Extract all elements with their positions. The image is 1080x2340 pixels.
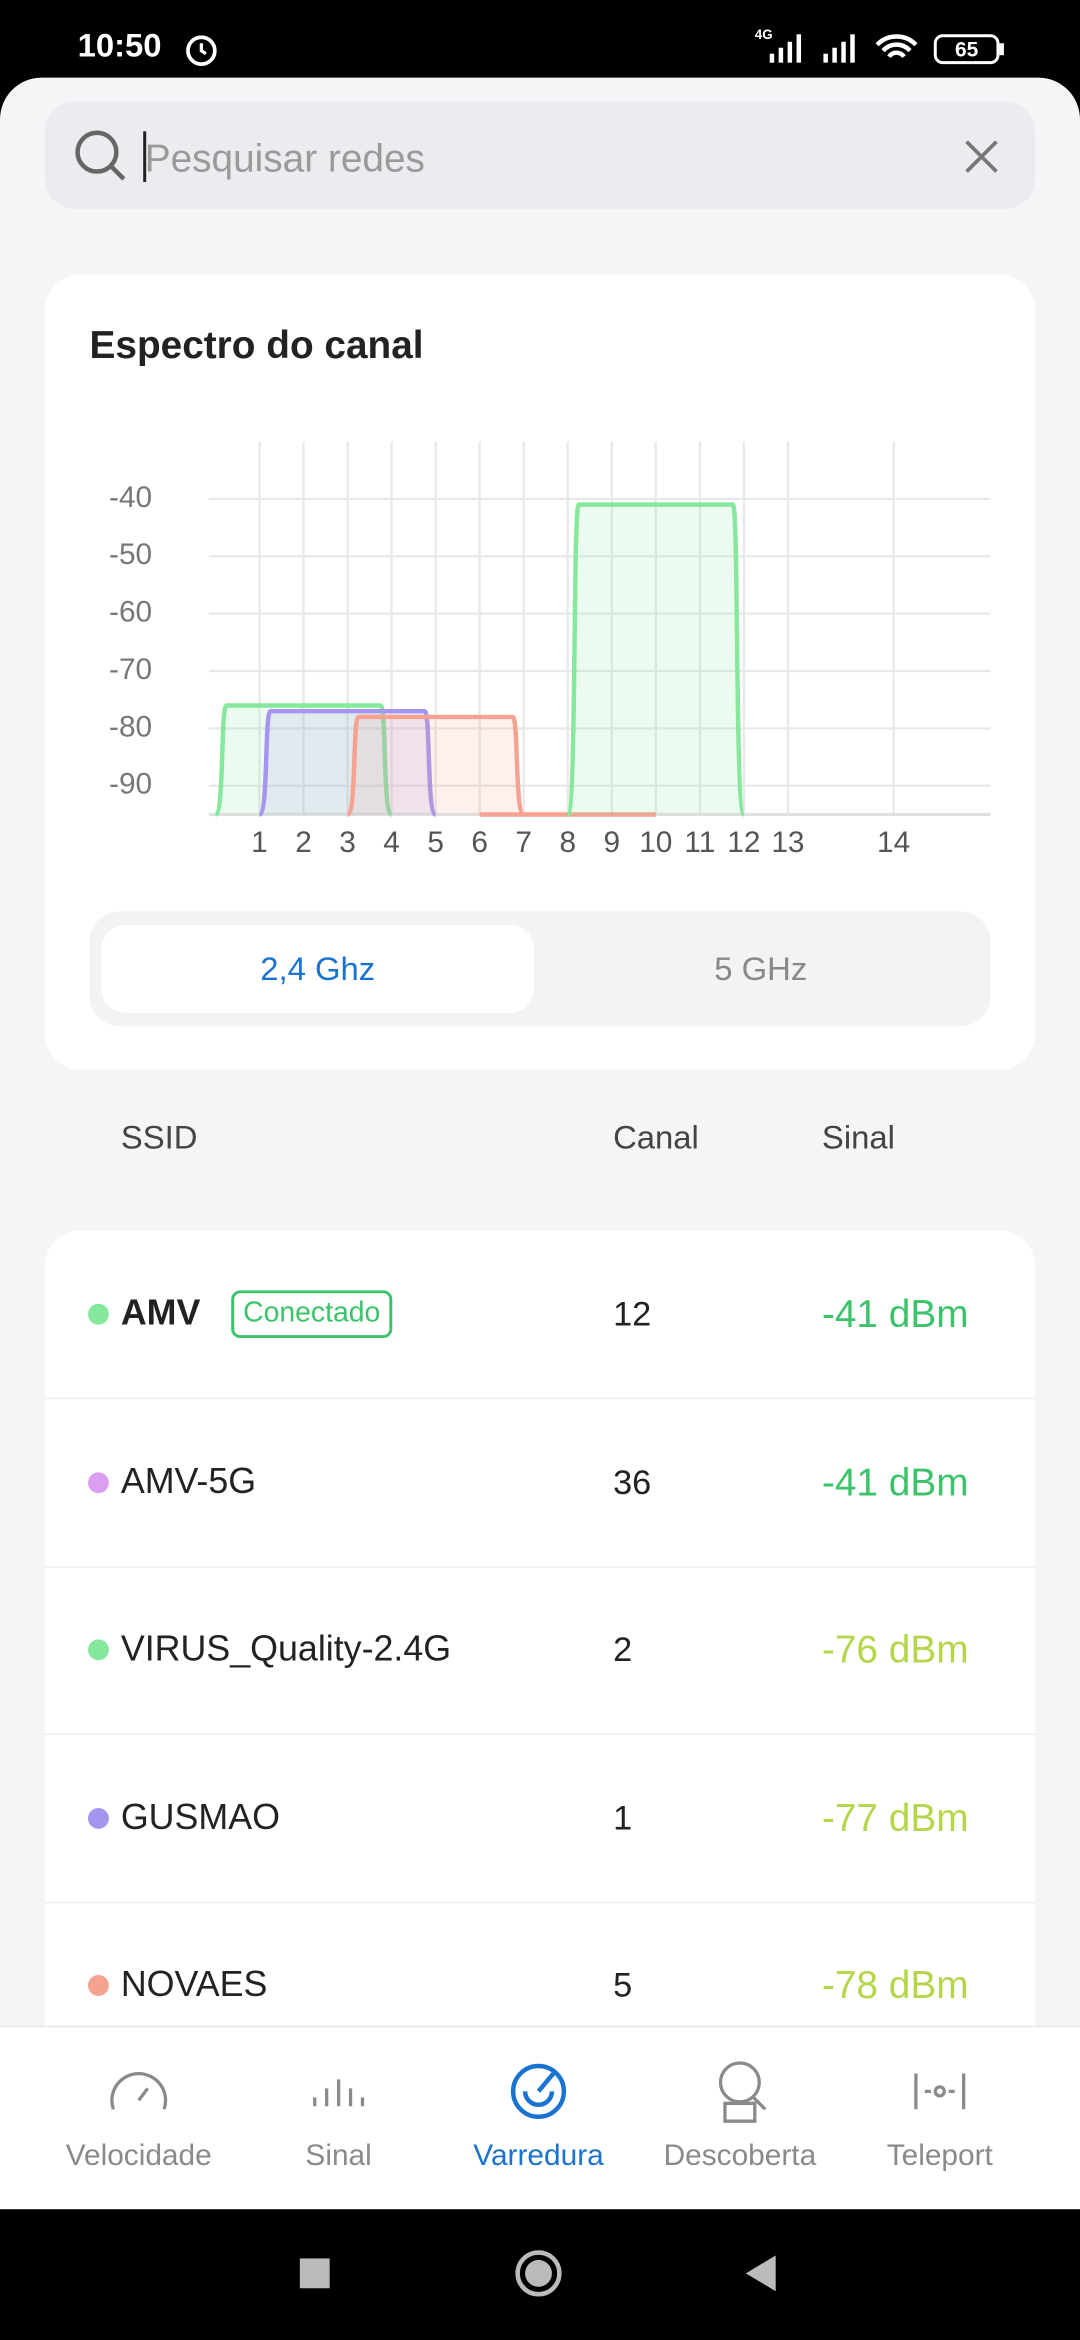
x-tick-label: 3: [339, 826, 356, 859]
signal: -77 dBm: [821, 1794, 969, 1840]
clock: 10:50: [77, 26, 162, 65]
x-tick-label: 1: [251, 826, 268, 859]
x-tick-label: 5: [427, 826, 444, 859]
status-icons: [769, 34, 1004, 65]
column-header: Canal: [613, 1118, 699, 1157]
connected-badge: Conectado: [231, 1290, 393, 1339]
signal: -76 dBm: [821, 1626, 969, 1672]
signal: -41 dBm: [821, 1291, 969, 1336]
channel-curve: [567, 504, 744, 815]
nav-tab[interactable]: Descoberta: [663, 2139, 817, 2173]
y-tick-label: -80: [109, 710, 152, 743]
network-row[interactable]: AMV Conectado 12 -41 dBm: [44, 1231, 1036, 1400]
clear-button[interactable]: [962, 137, 1001, 176]
x-tick-label: 13: [771, 826, 804, 859]
cursor: [143, 131, 147, 182]
channel-curve: [259, 711, 436, 815]
band-option[interactable]: 2,4 Ghz: [260, 950, 376, 988]
chart-title: Espectro do canal: [89, 322, 424, 367]
x-tick-label: 8: [559, 826, 576, 859]
channel-curve: [215, 705, 392, 815]
network-row[interactable]: NOVAES 5 -78 dBm: [45, 1902, 1035, 2066]
x-tick-label: 9: [603, 826, 620, 859]
x-tick-label: 10: [639, 826, 672, 859]
nav-icons: [110, 2061, 966, 2123]
alarm-icon: [186, 35, 217, 67]
network-type: 4G: [754, 26, 773, 42]
search-placeholder: Pesquisar redes: [144, 135, 425, 181]
ssid: GUSMAO: [120, 1796, 280, 1838]
status-dot: [88, 1975, 109, 1996]
ssid: AMV: [120, 1293, 201, 1334]
nav-tab[interactable]: Teleport: [886, 2139, 993, 2173]
y-tick-label: -40: [109, 481, 152, 514]
battery-level: 65: [954, 37, 979, 62]
ssid: AMV-5G: [120, 1461, 257, 1502]
status-dot: [88, 1807, 109, 1829]
network-row[interactable]: AMV-5G 36 -41 dBm: [44, 1398, 1036, 1568]
status-dot: [88, 1303, 109, 1325]
channel-curve: [347, 716, 524, 815]
network-list: AMV Conectado 12 -41 dBm AMV-5G 36 -41 dBm VIRU…: [44, 1230, 1036, 2067]
channel: 5: [613, 1965, 633, 2005]
channel: 36: [613, 1461, 652, 1501]
channel-outline: [257, 708, 438, 817]
channel-outline: [213, 703, 394, 817]
network-row[interactable]: GUSMAO 1 -77 dBm: [44, 1734, 1036, 1903]
x-tick-label: 12: [727, 826, 760, 859]
x-tick-label: 2: [295, 826, 312, 859]
y-tick-label: -70: [109, 653, 152, 686]
x-tick-label: 11: [684, 826, 715, 859]
search-icon: [75, 130, 126, 181]
y-tick-label: -90: [109, 768, 152, 801]
channel-outline: [345, 714, 526, 817]
system-nav: [299, 2250, 776, 2297]
status-dot: [88, 1639, 109, 1661]
band-option[interactable]: 5 GHz: [714, 950, 808, 988]
x-tick-label: 14: [877, 826, 910, 859]
search-box[interactable]: [44, 101, 1036, 209]
ssid: VIRUS_Quality-2.4G: [120, 1628, 452, 1670]
column-header: Sinal: [821, 1118, 895, 1157]
x-tick-label: 7: [515, 826, 532, 859]
y-tick-label: -60: [109, 596, 152, 629]
channel: 1: [613, 1797, 633, 1837]
ssid: NOVAES: [120, 1964, 268, 2005]
signal: -78 dBm: [821, 1962, 969, 2008]
column-header: SSID: [120, 1118, 198, 1157]
x-tick-label: 6: [471, 826, 488, 859]
signal: -41 dBm: [821, 1458, 969, 1504]
x-tick-label: 4: [383, 826, 400, 859]
channel: 12: [613, 1294, 652, 1333]
channel: 2: [613, 1629, 633, 1669]
channel-outline: [565, 502, 747, 817]
nav-tab[interactable]: Varredura: [473, 2139, 604, 2173]
status-dot: [88, 1471, 109, 1493]
network-row[interactable]: VIRUS_Quality-2.4G 2 -76 dBm: [44, 1566, 1036, 1735]
nav-tab[interactable]: Sinal: [305, 2139, 372, 2173]
y-tick-label: -50: [109, 538, 152, 571]
band-active: [101, 924, 535, 1013]
nav-tab[interactable]: Velocidade: [65, 2139, 212, 2173]
chart: -40-50-60-70-80-901 2 3 4 5 6 7 8 9 10 11 12 13 14: [109, 441, 991, 859]
